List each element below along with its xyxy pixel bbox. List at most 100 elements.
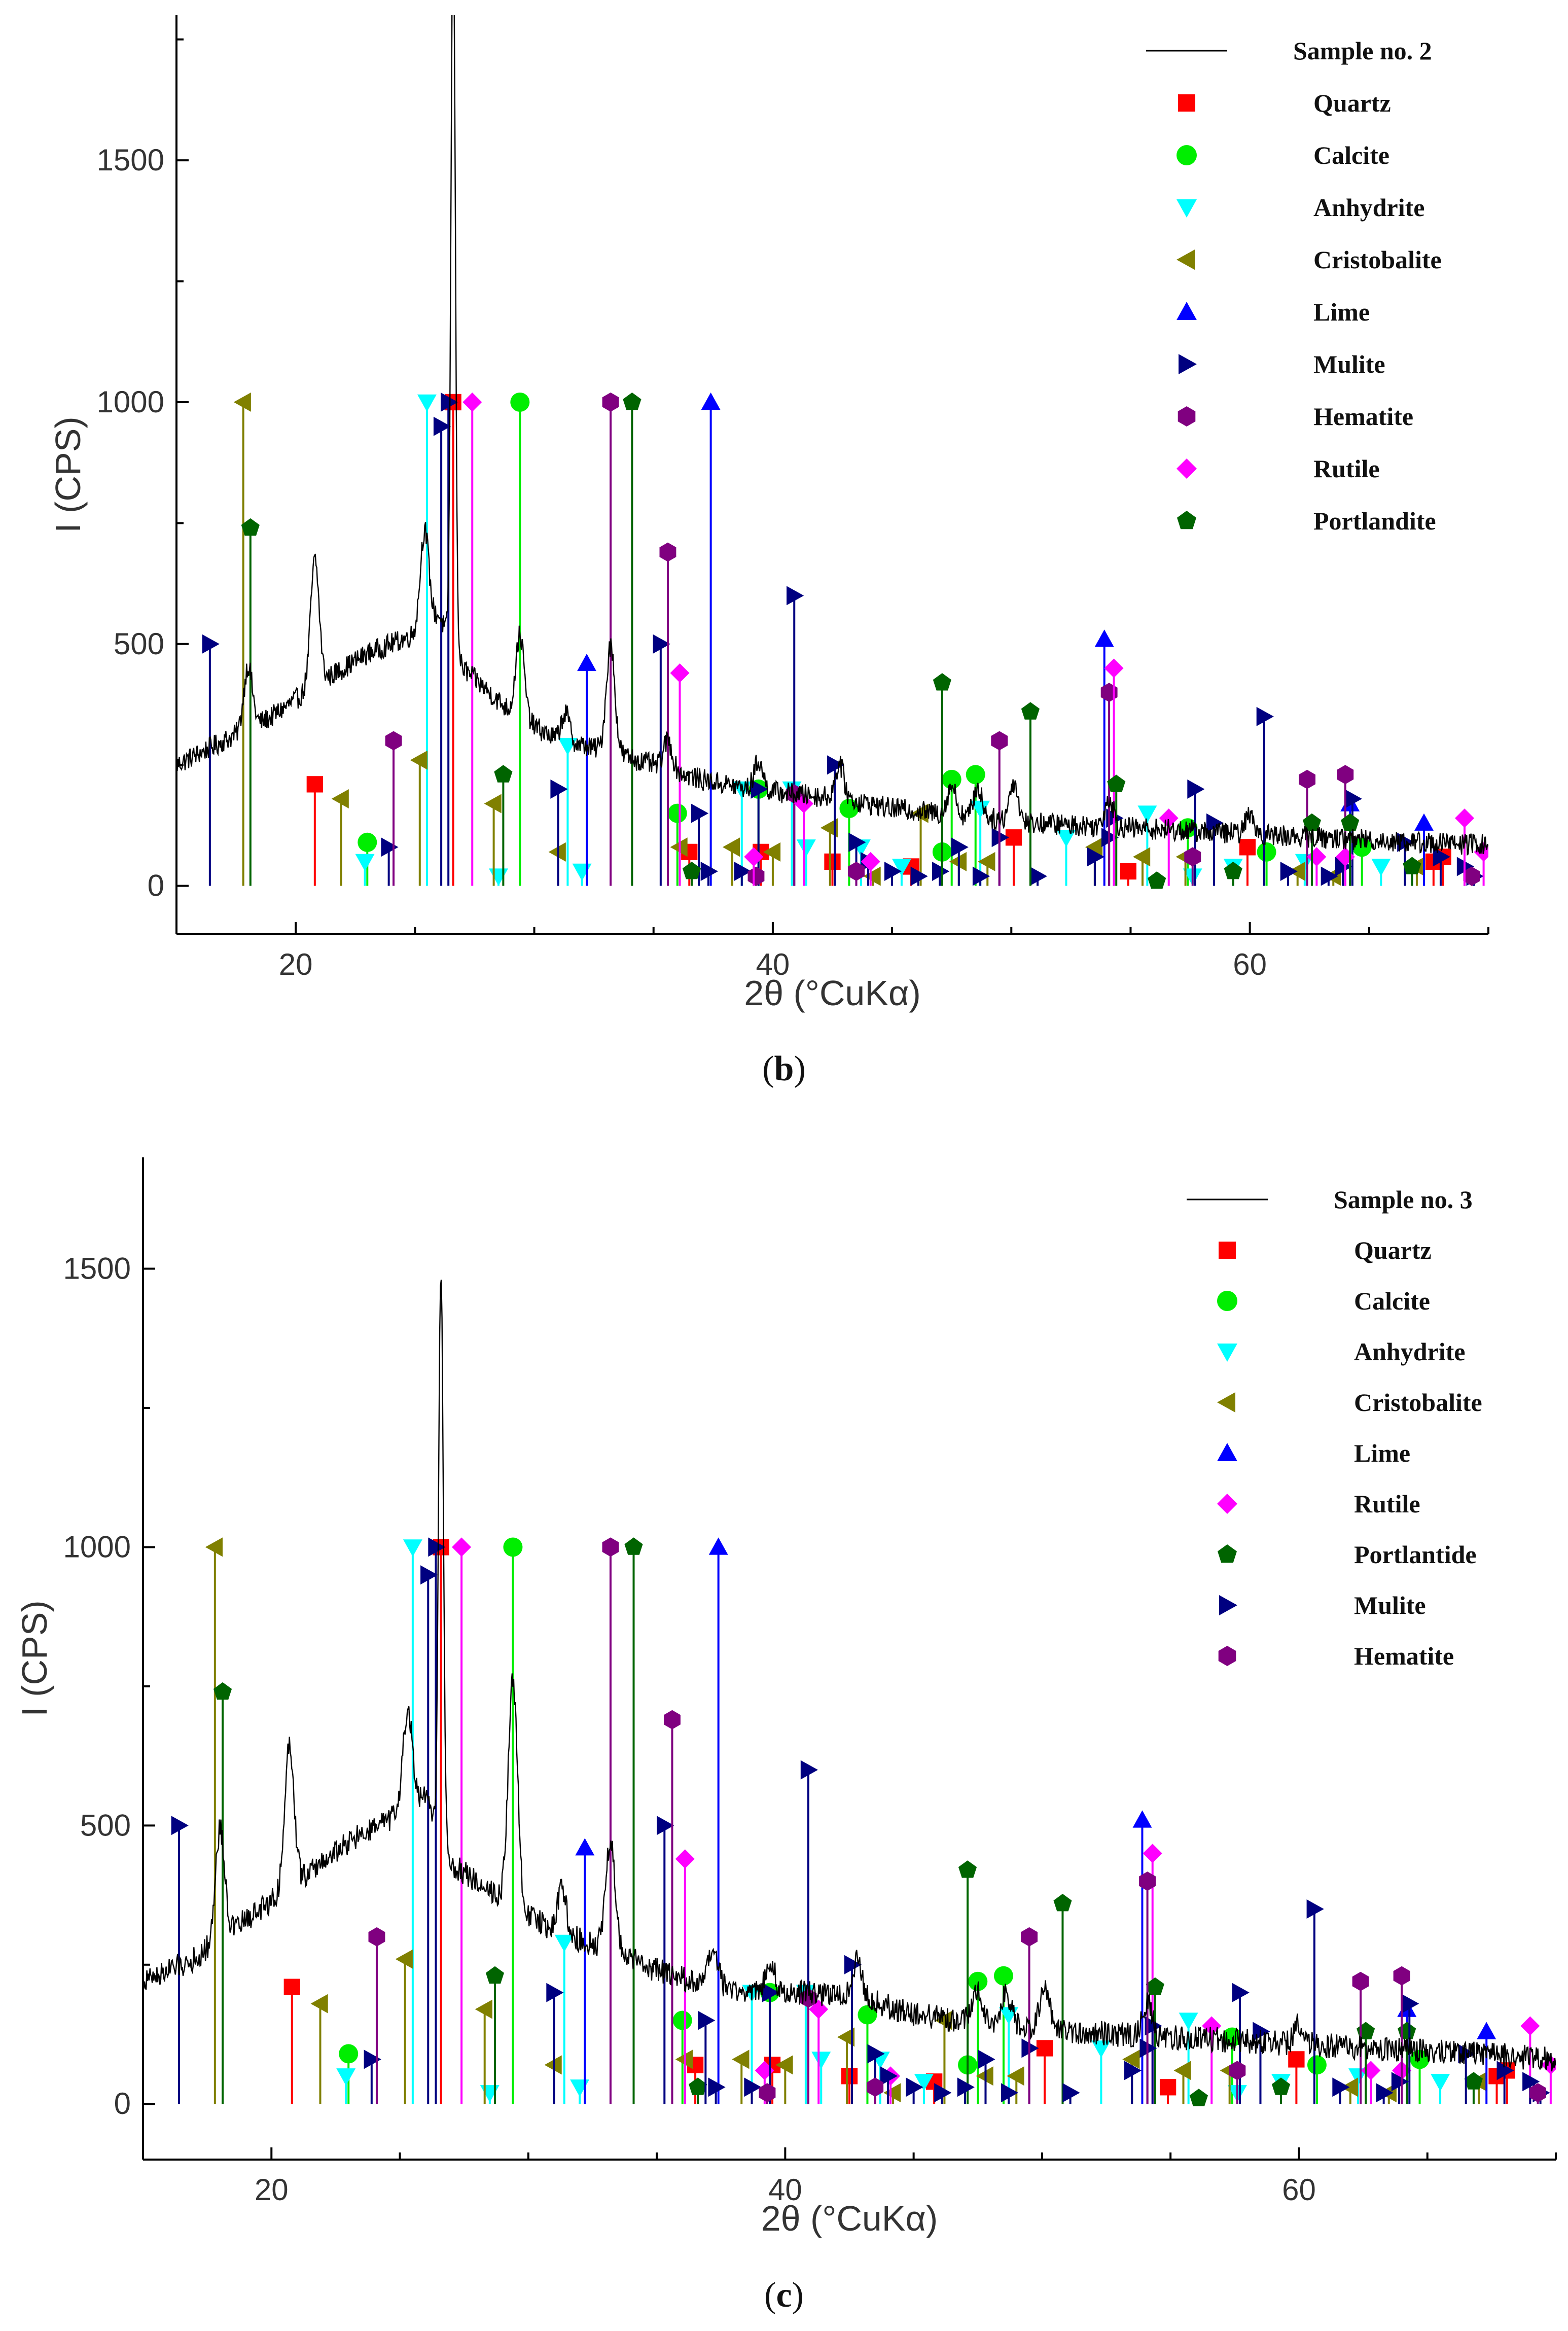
x-tick-label: 40 (756, 947, 790, 981)
marker-anhydrite-9 (892, 859, 911, 876)
marker-mulite-28 (1376, 2083, 1394, 2103)
y-tick-label: 1500 (63, 1252, 131, 1286)
marker-mulite-13 (880, 2066, 898, 2086)
marker-calcite-6 (993, 1966, 1013, 1986)
marker-mulite-21 (1124, 2061, 1142, 2080)
legend-label: Calcite (1313, 141, 1389, 169)
marker-mulite-26 (1306, 1899, 1324, 1919)
marker-mulite-10 (800, 1760, 818, 1780)
plot-area (143, 1280, 1556, 2106)
marker-mulite-10 (787, 586, 804, 606)
plot-area (176, 15, 1488, 889)
marker-anhydrite-15 (1348, 2068, 1368, 2086)
marker-mulite-6 (691, 803, 709, 823)
marker-mulite-8 (734, 862, 752, 881)
marker-mulite-1 (381, 837, 399, 857)
marker-mulite-11 (827, 755, 845, 775)
marker-mulite-27 (1332, 2077, 1350, 2097)
legend-label: Cristobalite (1313, 245, 1442, 274)
legend-circle-icon (1177, 145, 1197, 165)
marker-hematite-11 (1463, 866, 1480, 886)
pattern-line-sample-no-2 (176, 15, 1488, 856)
marker-cristobalite-13 (1085, 837, 1103, 857)
marker-mulite-27 (1280, 862, 1298, 881)
marker-cristobalite-7 (775, 2055, 793, 2075)
marker-anhydrite-16 (1431, 2074, 1450, 2092)
marker-mulite-12 (867, 2044, 885, 2064)
marker-calcite-5 (942, 769, 961, 789)
marker-cristobalite-12 (978, 852, 995, 871)
marker-anhydrite-7 (811, 2052, 831, 2069)
marker-cristobalite-2 (410, 750, 427, 770)
panels: 0 500 1000 1500 20 40 60 2θ (°CuKα) I (CPS) Sampl… (15, 15, 1557, 2315)
marker-hematite-9 (1352, 1971, 1369, 1991)
x-tick-label: 40 (768, 2173, 802, 2207)
marker-cristobalite-6 (732, 2050, 750, 2069)
marker-mulite-24 (1232, 1983, 1250, 2002)
marker-anhydrite-12 (1179, 2012, 1198, 2030)
panel-caption: (c) (764, 2276, 804, 2315)
marker-portlantide-3 (689, 2077, 707, 2095)
marker-quartz-7 (1120, 863, 1136, 880)
marker-cristobalite-1 (310, 1994, 328, 2014)
marker-mulite-15 (910, 866, 928, 886)
marker-portlandite-7 (1148, 871, 1166, 889)
marker-portlandite-5 (1021, 702, 1040, 720)
legend-label: Sample no. 2 (1293, 37, 1432, 65)
marker-mulite-30 (1344, 789, 1362, 808)
marker-portlantide-1 (485, 1966, 504, 1984)
legend-label: Rutile (1313, 454, 1380, 483)
marker-portlandite-11 (1403, 857, 1421, 874)
marker-mulite-29 (1335, 857, 1353, 876)
legend-hexagon-icon (1218, 1646, 1236, 1666)
legend-label: Cristobalite (1354, 1388, 1482, 1417)
marker-mulite-0 (202, 634, 220, 654)
marker-calcite-2 (672, 2010, 692, 2030)
y-tick-label: 500 (114, 627, 164, 661)
marker-calcite-2 (667, 803, 687, 823)
marker-mulite-6 (698, 2010, 716, 2030)
marker-cristobalite-7 (763, 842, 781, 862)
legend-diamond-icon (1217, 1494, 1237, 1514)
marker-mulite-14 (906, 2077, 923, 2097)
x-tick-label: 20 (279, 947, 313, 981)
marker-calcite-8 (1257, 842, 1276, 862)
marker-portlandite-3 (682, 862, 701, 879)
legend-item-portlantide: Portlantide (1218, 1540, 1477, 1569)
y-tick-label: 0 (148, 869, 164, 903)
marker-cristobalite-1 (331, 789, 349, 808)
legend-item-rutile: Rutile (1177, 454, 1380, 483)
marker-quartz-0 (306, 776, 323, 793)
marker-anhydrite-16 (1371, 859, 1391, 876)
marker-lime-0 (575, 1838, 595, 1856)
marker-portlantide-0 (213, 1682, 232, 1700)
marker-mulite-3 (428, 1537, 446, 1557)
marker-quartz-8 (1288, 2051, 1305, 2068)
marker-rutile-0 (462, 392, 482, 412)
axes: 0 500 1000 1500 20 40 60 (97, 15, 1489, 981)
x-axis-title: 2θ (°CuKα) (761, 2199, 938, 2238)
marker-mulite-28 (1321, 866, 1338, 886)
marker-hematite-5 (848, 862, 865, 881)
legend-label: Calcite (1354, 1287, 1430, 1315)
legend-item-rutile: Rutile (1217, 1490, 1420, 1518)
legend-item-anhydrite: Anhydrite (1177, 193, 1424, 222)
pattern-line-sample-no-3 (143, 1280, 1556, 2072)
marker-mulite-33 (1522, 2072, 1540, 2092)
legend-label: Hematite (1313, 402, 1413, 431)
legend-square-icon (1178, 94, 1195, 112)
marker-portlantide-8 (1271, 2077, 1291, 2095)
marker-hematite-10 (1393, 1966, 1410, 1986)
marker-lime-2 (1132, 1810, 1152, 1828)
legend-triangle-down-icon (1217, 1344, 1237, 1362)
marker-anhydrite-0 (336, 2068, 356, 2086)
legend-label: Portlandite (1313, 507, 1436, 535)
legend-pentagon-icon (1218, 1544, 1237, 1563)
marker-rutile-5 (1143, 1844, 1162, 1863)
marker-mulite-7 (700, 862, 718, 881)
x-tick-label: 20 (255, 2173, 289, 2207)
legend-item-sample-no-2: Sample no. 2 (1146, 37, 1432, 65)
legend-triangle-left-icon (1177, 250, 1195, 270)
legend-label: Rutile (1354, 1490, 1420, 1518)
marker-rutile-9 (1455, 808, 1474, 828)
